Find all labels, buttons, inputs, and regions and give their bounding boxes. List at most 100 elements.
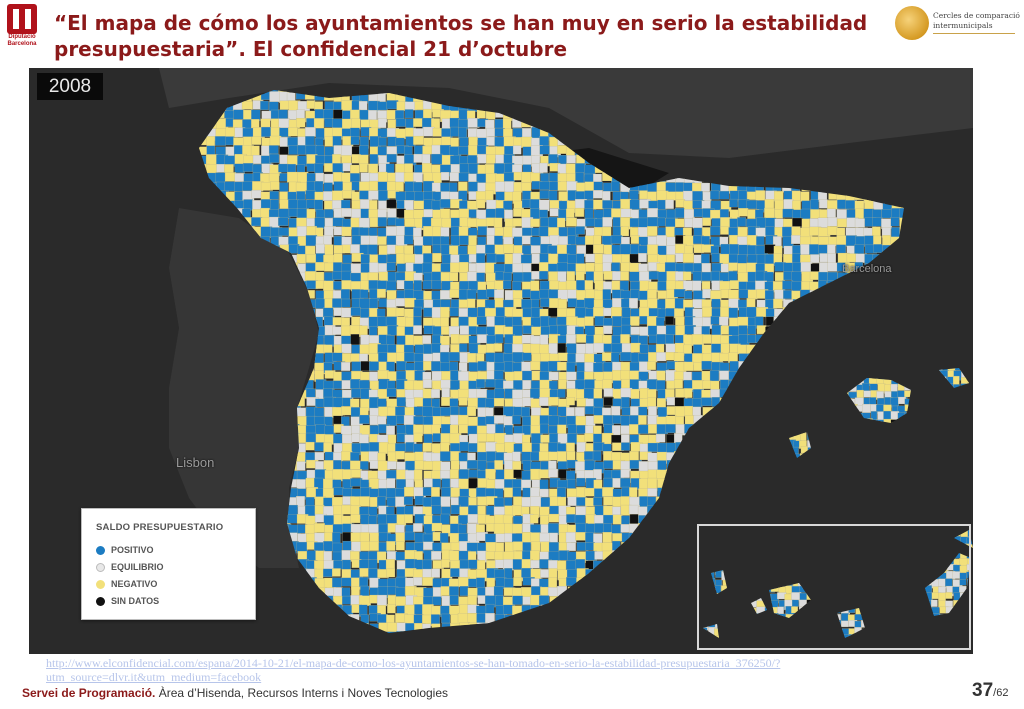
municipality-cell	[252, 155, 262, 164]
municipality-cell	[368, 180, 379, 191]
municipality-cell	[431, 153, 444, 165]
municipality-cell	[214, 136, 226, 146]
municipality-cell	[729, 280, 740, 290]
municipality-cell	[477, 433, 489, 443]
municipality-cell	[486, 361, 496, 372]
municipality-cell	[566, 343, 578, 355]
municipality-cell	[692, 190, 703, 202]
municipality-cell	[359, 496, 370, 507]
municipality-cell	[495, 307, 507, 318]
municipality-cell	[882, 235, 892, 246]
municipality-cell	[468, 478, 478, 489]
municipality-cell	[376, 288, 386, 298]
municipality-cell	[342, 488, 353, 498]
municipality-cell	[341, 307, 353, 318]
municipality-cell	[899, 208, 904, 220]
municipality-cell	[502, 280, 512, 290]
municipality-cell	[692, 380, 704, 391]
municipality-cell	[548, 307, 558, 317]
municipality-cell	[764, 207, 775, 219]
municipality-cell	[602, 200, 613, 209]
municipality-cell	[422, 577, 435, 586]
municipality-cell	[665, 298, 676, 310]
municipality-cell	[603, 307, 612, 317]
municipality-cell	[466, 460, 478, 469]
municipality-cell	[305, 235, 318, 246]
municipality-cell	[702, 334, 712, 344]
municipality-cell	[458, 397, 468, 406]
municipality-cell	[351, 298, 361, 309]
municipality-cell	[422, 163, 432, 175]
municipality-cell	[423, 541, 434, 550]
municipality-cell	[638, 478, 649, 490]
municipality-cell	[296, 164, 306, 174]
municipality-cell	[691, 398, 703, 408]
municipality-cell	[504, 567, 513, 580]
municipality-cell	[565, 280, 578, 291]
municipality-cell	[360, 334, 370, 346]
municipality-cell	[701, 370, 711, 382]
municipality-cell	[403, 496, 413, 506]
municipality-cell	[594, 326, 604, 337]
municipality-cell	[576, 343, 587, 355]
municipality-cell	[377, 217, 387, 227]
municipality-cell	[567, 298, 578, 308]
municipality-cell	[620, 271, 629, 281]
municipality-cell	[557, 145, 567, 154]
municipality-cell	[278, 118, 290, 129]
municipality-cell	[468, 326, 478, 335]
municipality-cell	[485, 407, 494, 418]
municipality-cell	[638, 245, 649, 255]
municipality-cell	[575, 532, 587, 541]
municipality-cell	[827, 253, 836, 265]
municipality-cell	[602, 379, 613, 390]
municipality-cell	[558, 515, 568, 526]
municipality-cell	[359, 568, 369, 577]
municipality-cell	[755, 227, 767, 238]
municipality-cell	[855, 208, 865, 219]
municipality-cell	[611, 280, 621, 291]
municipality-cell	[683, 371, 692, 381]
municipality-cell	[439, 351, 450, 364]
municipality-cell	[341, 270, 352, 281]
municipality-cell	[629, 298, 638, 309]
municipality-cell	[431, 343, 442, 355]
municipality-cell	[324, 244, 334, 257]
municipality-cell	[504, 253, 514, 265]
municipality-cell	[773, 298, 783, 309]
municipality-cell	[747, 289, 758, 300]
municipality-cell	[333, 433, 343, 445]
municipality-cell	[602, 217, 613, 227]
municipality-cell	[810, 254, 820, 264]
municipality-cell	[386, 415, 397, 426]
municipality-cell	[413, 596, 425, 605]
municipality-cell	[539, 190, 550, 199]
municipality-cell	[529, 388, 540, 399]
municipality-cell	[369, 371, 379, 382]
municipality-cell	[638, 424, 649, 434]
municipality-cell	[674, 379, 683, 389]
municipality-cell	[413, 128, 424, 137]
municipality-cell	[405, 317, 415, 328]
municipality-cell	[584, 469, 594, 480]
municipality-cell	[323, 290, 335, 300]
municipality-cell	[593, 388, 603, 400]
municipality-cell	[486, 523, 495, 532]
municipality-cell	[278, 217, 289, 226]
municipality-cell	[647, 226, 658, 237]
municipality-cell	[738, 208, 749, 217]
municipality-cell	[477, 226, 488, 236]
municipality-cell	[556, 316, 568, 326]
municipality-cell	[269, 216, 280, 229]
municipality-cell	[493, 343, 503, 352]
municipality-cell	[459, 325, 470, 335]
municipality-cell	[620, 208, 633, 218]
municipality-cell	[513, 181, 523, 193]
municipality-cell	[747, 254, 759, 264]
municipality-cell	[611, 244, 622, 255]
municipality-cell	[243, 109, 252, 121]
municipality-cell	[359, 344, 371, 355]
municipality-cell	[629, 514, 639, 526]
municipality-cell	[556, 487, 567, 499]
municipality-cell	[459, 235, 470, 246]
